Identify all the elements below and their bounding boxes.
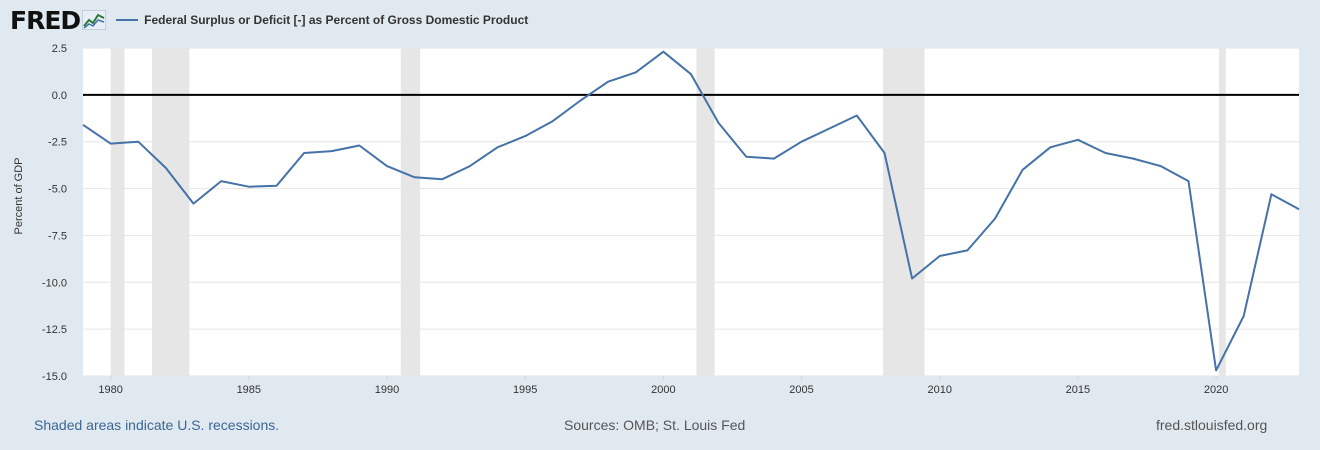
plot-area: 2.5 0.0 -2.5 -5.0 -7.5 -10.0 -12.5 -15.0 1980 198…: [42, 43, 1302, 396]
recession-band: [152, 48, 190, 376]
x-tick-label: 1985: [237, 384, 261, 396]
data-point[interactable]: [246, 184, 252, 190]
data-point[interactable]: [799, 139, 805, 145]
data-point[interactable]: [301, 150, 307, 156]
data-point[interactable]: [329, 148, 335, 154]
data-point[interactable]: [550, 118, 556, 124]
plot-background: [83, 48, 1299, 376]
sources-text: Sources: OMB; St. Louis Fed: [564, 417, 746, 433]
data-point[interactable]: [605, 79, 611, 85]
data-point[interactable]: [522, 133, 528, 139]
chart-header: FRED Federal Surplus or Deficit [-] as P…: [10, 5, 529, 35]
data-point[interactable]: [633, 69, 639, 75]
data-point[interactable]: [937, 253, 943, 259]
data-point[interactable]: [108, 141, 114, 147]
y-tick-label: 0.0: [52, 90, 67, 102]
x-tick-label: 2010: [927, 384, 951, 396]
data-point[interactable]: [384, 163, 390, 169]
recession-band: [110, 48, 125, 376]
data-point[interactable]: [688, 71, 694, 77]
data-point[interactable]: [909, 276, 915, 282]
recession-band: [696, 48, 715, 376]
data-point[interactable]: [1158, 163, 1164, 169]
data-point[interactable]: [1075, 137, 1081, 143]
site-link[interactable]: fred.stlouisfed.org: [1156, 417, 1268, 433]
y-tick-label: -2.5: [48, 137, 67, 149]
data-point[interactable]: [1213, 367, 1219, 373]
x-tick-label: 2000: [651, 384, 675, 396]
data-point[interactable]: [854, 112, 860, 118]
x-tick-label: 2015: [1066, 384, 1090, 396]
data-point[interactable]: [135, 139, 141, 145]
data-point[interactable]: [1103, 150, 1109, 156]
data-point[interactable]: [771, 156, 777, 162]
data-point[interactable]: [1241, 313, 1247, 319]
data-point[interactable]: [1047, 144, 1053, 150]
data-point[interactable]: [826, 126, 832, 132]
y-tick-label: -12.5: [42, 324, 67, 336]
y-tick-label: -5.0: [48, 184, 67, 196]
data-point[interactable]: [1130, 156, 1136, 162]
data-point[interactable]: [1268, 191, 1274, 197]
data-point[interactable]: [439, 176, 445, 182]
x-tick-label: 1995: [513, 384, 537, 396]
data-point[interactable]: [356, 142, 362, 148]
data-point[interactable]: [191, 201, 197, 207]
data-point[interactable]: [1296, 206, 1302, 212]
data-point[interactable]: [716, 120, 722, 126]
recession-band: [1218, 48, 1226, 376]
y-tick-label: -15.0: [42, 371, 67, 383]
data-point[interactable]: [273, 183, 279, 189]
data-point[interactable]: [218, 178, 224, 184]
data-point[interactable]: [467, 163, 473, 169]
data-point[interactable]: [992, 216, 998, 222]
data-point[interactable]: [163, 165, 169, 171]
data-point[interactable]: [660, 49, 666, 55]
y-tick-label: -10.0: [42, 277, 67, 289]
data-point[interactable]: [743, 154, 749, 160]
y-axis-title: Percent of GDP: [13, 157, 25, 234]
data-point[interactable]: [1020, 167, 1026, 173]
series-line[interactable]: [82, 50, 1300, 372]
recession-band: [400, 48, 421, 376]
x-tick-label: 2005: [789, 384, 813, 396]
fred-logo[interactable]: FRED: [10, 5, 81, 35]
recession-note: Shaded areas indicate U.S. recessions.: [34, 417, 280, 433]
recession-band: [883, 48, 925, 376]
x-tick-label: 2020: [1204, 384, 1228, 396]
legend-label[interactable]: Federal Surplus or Deficit [-] as Percen…: [144, 13, 529, 27]
x-tick-label: 1990: [375, 384, 399, 396]
data-point[interactable]: [577, 97, 583, 103]
data-point[interactable]: [1185, 178, 1191, 184]
line-chart: 2.5 0.0 -2.5 -5.0 -7.5 -10.0 -12.5 -15.0 1980 198…: [13, 43, 1302, 396]
data-point[interactable]: [80, 122, 86, 128]
data-point[interactable]: [881, 150, 887, 156]
legend-swatch: [116, 19, 139, 21]
data-point[interactable]: [412, 174, 418, 180]
y-tick-label: -7.5: [48, 230, 67, 242]
x-tick-label: 1980: [98, 384, 122, 396]
data-point[interactable]: [495, 144, 501, 150]
chart-line-icon: [82, 10, 107, 30]
data-point[interactable]: [964, 247, 970, 253]
y-tick-label: 2.5: [52, 43, 67, 55]
